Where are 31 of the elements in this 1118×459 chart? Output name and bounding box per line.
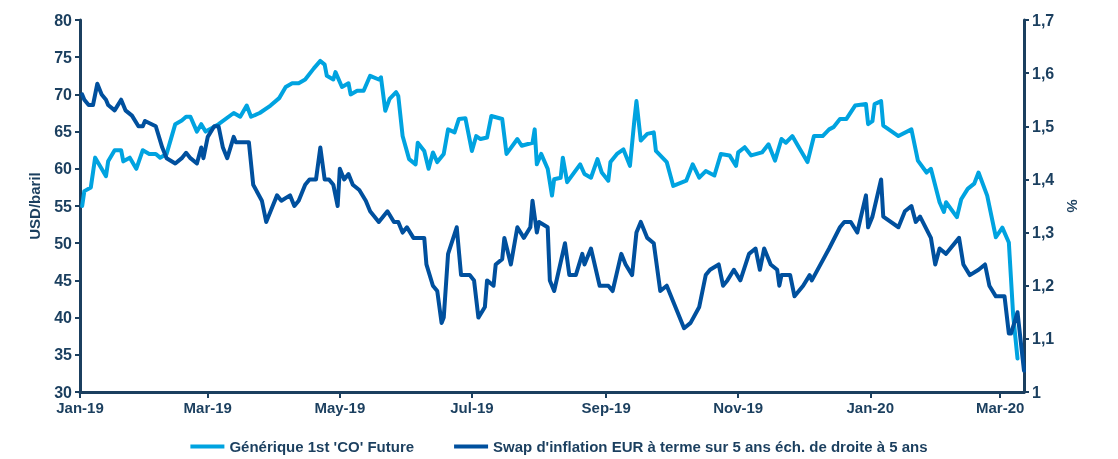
legend-label: Générique 1st 'CO' Future	[229, 438, 415, 455]
x-tick-label: Sep-19	[581, 399, 631, 416]
y-tick-label: 60	[54, 160, 73, 178]
y-tick-label: 50	[54, 234, 73, 252]
y2-tick-label: 1,3	[1032, 224, 1055, 242]
y2-tick-label: 1,4	[1032, 170, 1055, 188]
y2-tick-label: 1	[1032, 383, 1041, 401]
y-tick-label: 35	[54, 346, 73, 364]
y-tick-label: 75	[54, 48, 73, 66]
y2-tick-label: 1,2	[1032, 277, 1055, 295]
y-tick-label: 40	[54, 309, 73, 327]
y2-tick-label: 1,7	[1032, 11, 1055, 29]
x-tick-label: Nov-19	[713, 399, 764, 416]
y-tick-label: 80	[54, 11, 73, 29]
y-tick-label: 45	[54, 271, 73, 289]
x-tick-label: Mar-19	[183, 399, 232, 416]
x-tick-label: Jul-19	[450, 399, 494, 416]
legend-label: Swap d'inflation EUR à terme sur 5 ans éch. de droite à 5 ans	[493, 438, 928, 455]
y-tick-label: 65	[54, 123, 73, 141]
y2-axis-title: %	[1064, 199, 1082, 213]
x-tick-label: May-19	[314, 399, 366, 416]
y-tick-label: 55	[54, 197, 73, 215]
x-tick-label: Mar-20	[976, 399, 1025, 416]
y2-tick-label: 1,5	[1032, 117, 1055, 135]
y-axis-title: USD/baril	[26, 172, 43, 240]
y2-tick-label: 1,1	[1032, 330, 1055, 348]
y2-tick-label: 1,6	[1032, 64, 1055, 82]
y-tick-label: 30	[54, 383, 73, 401]
x-tick-label: Jan-20	[846, 399, 895, 416]
x-tick-label: Jan-19	[56, 399, 104, 416]
y-tick-label: 70	[54, 85, 73, 103]
